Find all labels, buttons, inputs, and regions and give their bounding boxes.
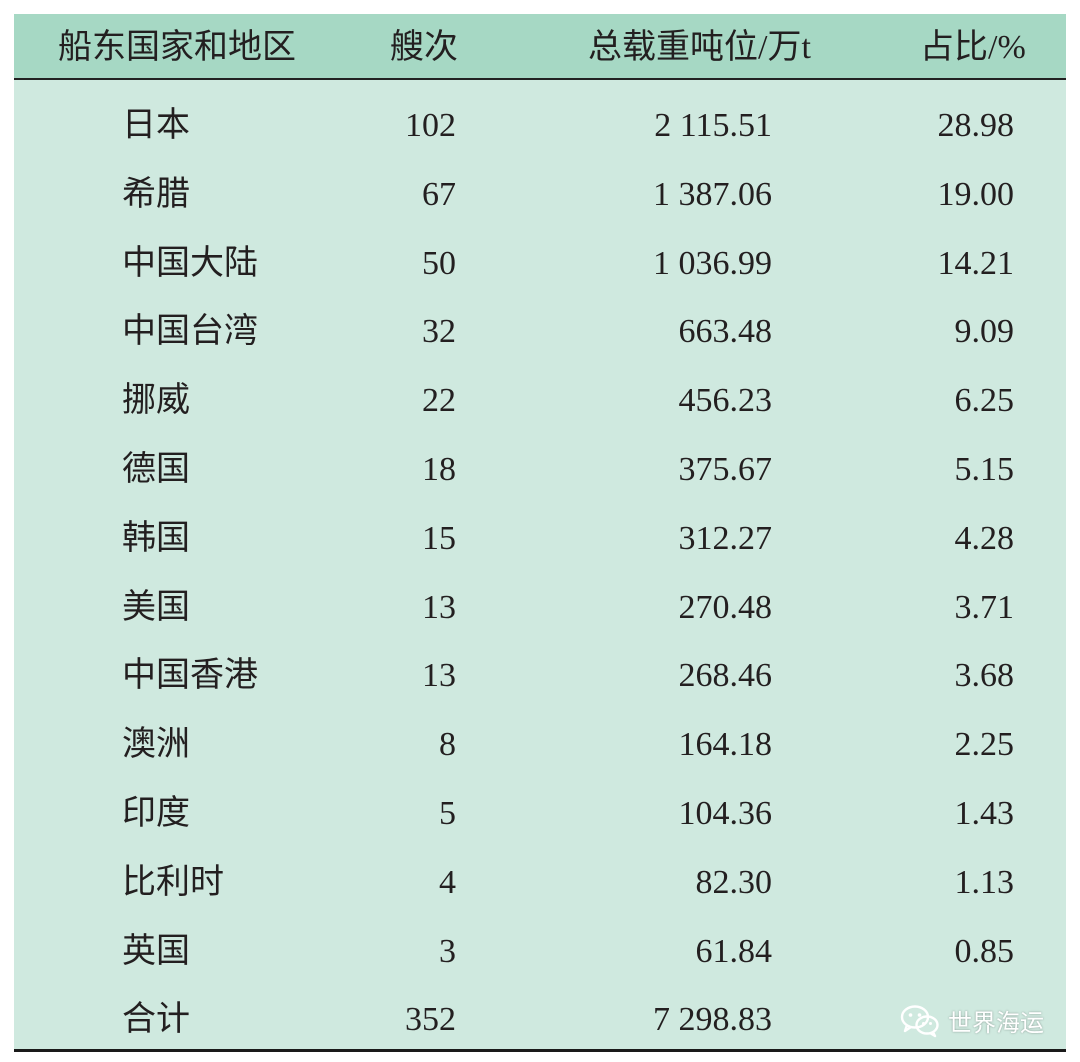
table-row: 希腊 67 1 387.06 19.00	[14, 161, 1066, 230]
cell-share: 19.00	[937, 175, 1015, 213]
cell-count: 22	[422, 382, 456, 420]
cell-region: 韩国	[122, 519, 190, 557]
cell-dwt: 164.18	[678, 726, 773, 764]
cell-dwt: 1 036.99	[653, 244, 772, 282]
cell-region: 德国	[122, 450, 190, 488]
cell-count: 5	[439, 794, 456, 832]
cell-share: 14.21	[937, 244, 1015, 282]
cell-share: 28.98	[937, 107, 1015, 144]
cell-count: 3	[439, 932, 456, 970]
cell-dwt: 375.67	[678, 450, 773, 488]
cell-count: 102	[405, 107, 456, 144]
cell-dwt: 61.84	[695, 932, 773, 970]
cell-dwt: 270.48	[678, 588, 773, 626]
cell-region: 合计	[122, 1001, 190, 1039]
cell-count: 352	[405, 1001, 456, 1039]
cell-share: 3.68	[954, 657, 1015, 695]
cell-dwt: 82.30	[695, 863, 773, 901]
watermark: 世界海运	[900, 1003, 1044, 1038]
cell-region: 中国香港	[122, 657, 258, 695]
cell-region: 英国	[122, 932, 190, 970]
table-row: 日本 102 2 115.51 28.98	[14, 92, 1066, 161]
header-share: 占比/%	[920, 29, 1026, 66]
wechat-icon	[900, 1004, 939, 1037]
cell-share: 1.43	[954, 794, 1015, 832]
cell-count: 15	[422, 519, 456, 557]
table-row: 合计 352 7 298.83	[14, 986, 1066, 1055]
cell-share: 1.13	[954, 863, 1015, 901]
table-row: 中国台湾 32 663.48 9.09	[14, 298, 1066, 367]
cell-region: 日本	[122, 107, 190, 144]
cell-region: 美国	[122, 588, 190, 626]
table-row: 挪威 22 456.23 6.25	[14, 367, 1066, 436]
cell-count: 13	[422, 657, 456, 695]
cell-dwt: 456.23	[678, 382, 773, 420]
cell-share: 3.71	[954, 588, 1015, 626]
cell-region: 澳洲	[122, 726, 190, 764]
header-dwt: 总载重吨位/万t	[588, 29, 811, 66]
cell-region: 挪威	[122, 382, 190, 420]
table-row: 澳洲 8 164.18 2.25	[14, 711, 1066, 780]
header-count: 艘次	[390, 29, 458, 66]
cell-count: 32	[422, 313, 456, 351]
data-table: 船东国家和地区 艘次 总载重吨位/万t 占比/% 日本 102 2 115.51 28…	[14, 14, 1066, 1052]
cell-count: 67	[422, 175, 456, 213]
cell-count: 50	[422, 244, 456, 282]
cell-dwt: 1 387.06	[653, 175, 772, 213]
cell-dwt: 663.48	[678, 313, 773, 351]
table-header: 船东国家和地区 艘次 总载重吨位/万t 占比/%	[14, 14, 1066, 80]
cell-dwt: 7 298.83	[653, 1001, 772, 1039]
header-region: 船东国家和地区	[58, 29, 296, 66]
table-row: 德国 18 375.67 5.15	[14, 436, 1066, 505]
cell-count: 18	[422, 450, 456, 488]
cell-count: 4	[439, 863, 456, 901]
cell-share: 2.25	[954, 726, 1015, 764]
table-row: 美国 13 270.48 3.71	[14, 574, 1066, 643]
cell-share: 9.09	[954, 313, 1015, 351]
table-row: 印度 5 104.36 1.43	[14, 780, 1066, 849]
table-row: 英国 3 61.84 0.85	[14, 918, 1066, 987]
table-row: 中国大陆 50 1 036.99 14.21	[14, 230, 1066, 299]
cell-region: 印度	[122, 794, 190, 832]
cell-share: 0.85	[954, 932, 1015, 970]
cell-share: 4.28	[954, 519, 1015, 557]
cell-region: 中国台湾	[122, 313, 258, 351]
cell-dwt: 268.46	[678, 657, 773, 695]
cell-dwt: 312.27	[678, 519, 773, 557]
cell-region: 希腊	[122, 175, 190, 213]
table-body: 日本 102 2 115.51 28.98 希腊 67 1 387.06 19.00 中国大陆 5…	[14, 92, 1066, 1055]
cell-region: 比利时	[122, 863, 224, 901]
cell-count: 8	[439, 726, 456, 764]
cell-dwt: 2 115.51	[654, 107, 772, 144]
table-row: 比利时 4 82.30 1.13	[14, 849, 1066, 918]
cell-dwt: 104.36	[678, 794, 773, 832]
cell-region: 中国大陆	[122, 244, 258, 282]
table-row: 韩国 15 312.27 4.28	[14, 505, 1066, 574]
cell-share: 5.15	[954, 450, 1015, 488]
watermark-text: 世界海运	[948, 1009, 1044, 1037]
table-row: 中国香港 13 268.46 3.68	[14, 642, 1066, 711]
cell-share: 6.25	[954, 382, 1015, 420]
cell-count: 13	[422, 588, 456, 626]
